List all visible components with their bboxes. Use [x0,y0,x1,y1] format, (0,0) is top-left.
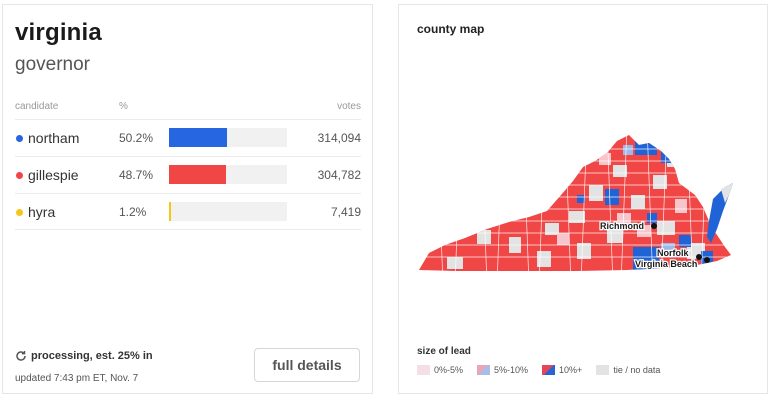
city-label-norfolk: Norfolk [657,248,689,258]
legend-label: 5%-10% [494,365,529,375]
updated-timestamp: updated 7:43 pm ET, Nov. 7 [15,373,139,384]
header-pct: % [119,101,128,112]
legend-label: 0%-5% [434,365,464,375]
virginia-county-map[interactable]: Richmond Norfolk Virginia Beach [417,125,747,285]
city-marker-norfolk [696,254,702,260]
legend-item: tie / no data [596,365,660,375]
race-title: governor [15,54,90,75]
candidate-pct: 1.2% [119,205,147,219]
candidate-votes: 7,419 [330,205,361,219]
county-map-card: county map [398,4,768,394]
candidate-name: northam [28,130,80,146]
candidate-color-dot [16,172,23,179]
table-row: northam 50.2% 314,094 [15,119,361,156]
results-table-header: candidate % votes [15,98,361,118]
candidate-pct: 50.2% [119,131,154,145]
legend-swatch [542,365,556,375]
refresh-icon [16,351,26,361]
candidate-votes: 314,094 [317,131,361,145]
legend-item: 10%+ [542,365,582,375]
vote-bar-fill [169,128,227,147]
map-legend: 0%-5% 5%-10% 10%+ tie / no data [417,365,674,375]
header-candidate: candidate [15,101,59,112]
legend-title: size of lead [417,346,471,357]
vote-bar [169,128,287,147]
vote-bar-fill [169,202,171,221]
legend-swatch [417,365,430,375]
legend-item: 0%-5% [417,365,463,375]
candidate-color-dot [16,135,23,142]
candidate-votes: 304,782 [317,168,361,182]
candidate-name: gillespie [28,167,79,183]
legend-item: 5%-10% [477,365,528,375]
legend-swatch [596,365,610,375]
results-card: virginia governor candidate % votes nort… [2,4,373,394]
header-votes: votes [337,101,361,112]
legend-label: 10%+ [559,365,583,375]
city-label-virginia-beach: Virginia Beach [635,259,697,269]
legend-label: tie / no data [613,365,661,375]
map-title: county map [417,22,485,36]
processing-status: processing, est. 25% in [15,350,153,362]
candidate-name: hyra [28,204,56,220]
vote-bar [169,165,287,184]
candidate-color-dot [16,209,23,216]
city-marker-richmond [651,223,657,229]
legend-swatch [477,365,491,375]
full-details-button[interactable]: full details [254,348,360,382]
candidate-pct: 48.7% [119,168,154,182]
state-title: virginia [15,19,102,46]
processing-status-text: processing, est. 25% in [31,350,153,362]
vote-bar [169,202,287,221]
table-row: gillespie 48.7% 304,782 [15,156,361,193]
vote-bar-fill [169,165,226,184]
city-marker-virginia-beach [704,257,710,263]
table-row: hyra 1.2% 7,419 [15,193,361,230]
city-label-richmond: Richmond [600,221,644,231]
county-cells [419,135,731,271]
